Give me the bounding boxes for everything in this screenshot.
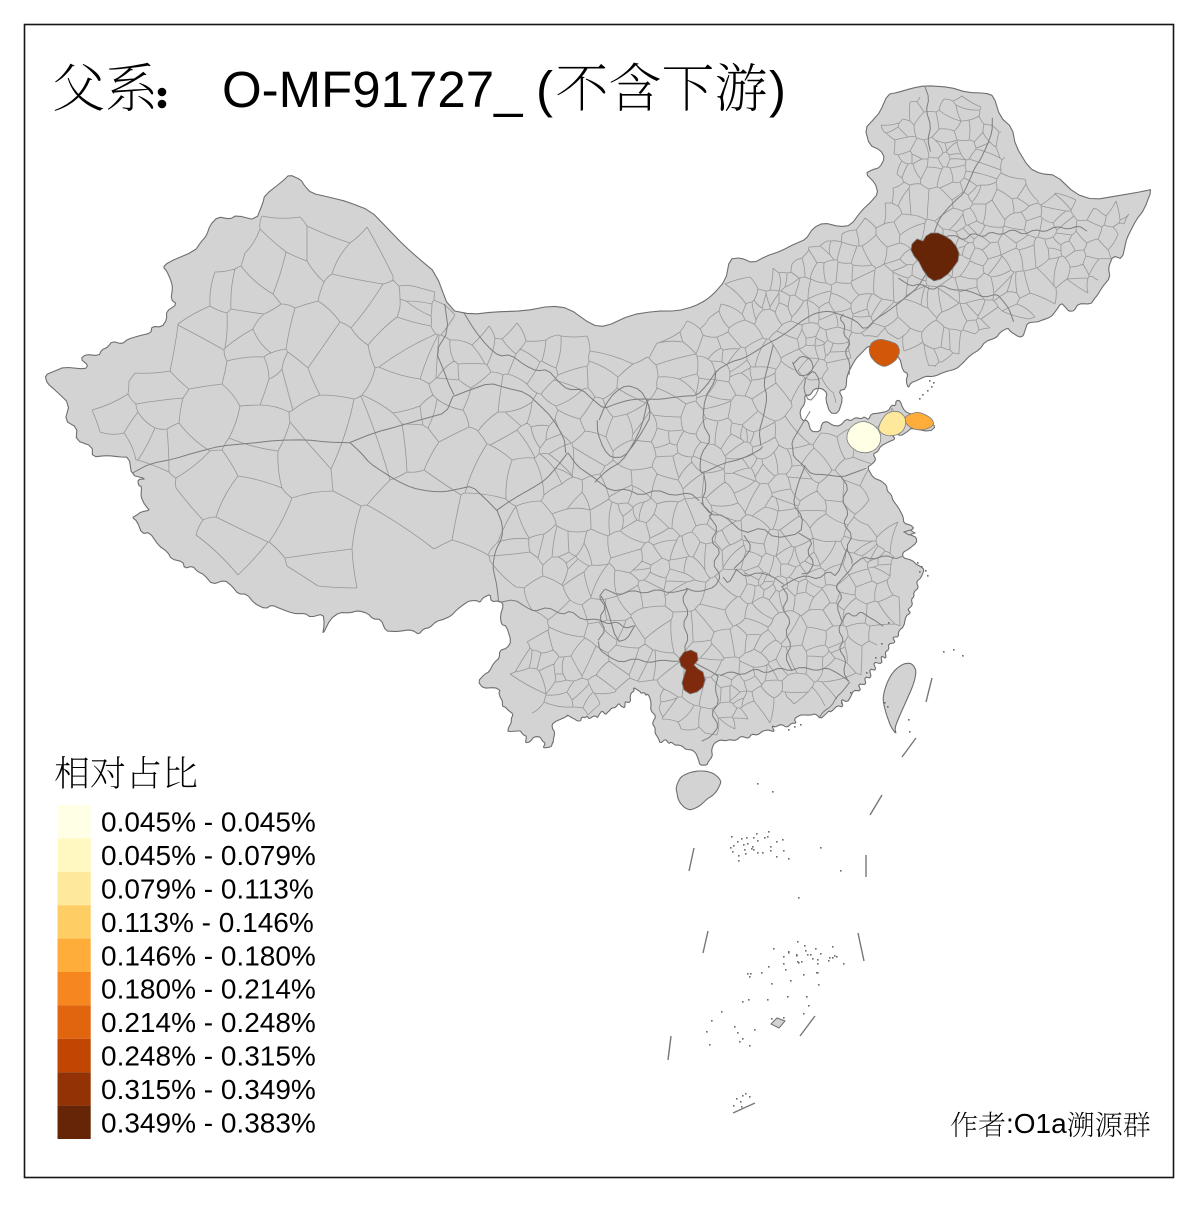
- svg-text:0.113% - 0.146%: 0.113% - 0.146%: [101, 907, 314, 938]
- svg-text:0.045% - 0.079%: 0.045% - 0.079%: [101, 840, 316, 871]
- svg-text:0.248% - 0.315%: 0.248% - 0.315%: [101, 1041, 316, 1072]
- svg-text:0.180% - 0.214%: 0.180% - 0.214%: [101, 974, 316, 1005]
- svg-text:O-MF91727_: O-MF91727_: [222, 61, 523, 118]
- svg-text:): ): [769, 61, 786, 118]
- svg-text:0.045% - 0.045%: 0.045% - 0.045%: [101, 807, 316, 838]
- svg-text:0.146% - 0.180%: 0.146% - 0.180%: [101, 940, 316, 971]
- svg-text:0.315% - 0.349%: 0.315% - 0.349%: [101, 1074, 316, 1105]
- svg-text:(: (: [536, 61, 553, 118]
- svg-text:0.349% - 0.383%: 0.349% - 0.383%: [101, 1107, 316, 1138]
- svg-text:0.214% - 0.248%: 0.214% - 0.248%: [101, 1007, 316, 1038]
- svg-text:0.079% - 0.113%: 0.079% - 0.113%: [101, 874, 314, 905]
- svg-text::O1a: :O1a: [1006, 1108, 1067, 1139]
